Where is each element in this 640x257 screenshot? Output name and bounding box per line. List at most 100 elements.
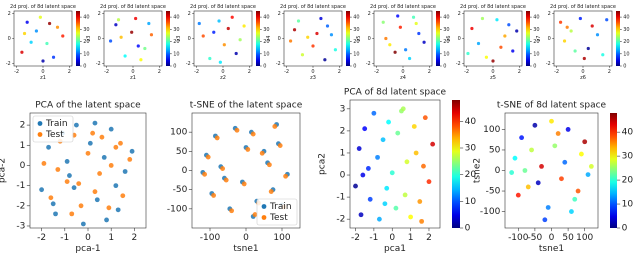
x-axis-label: tsne1 (233, 244, 258, 254)
colorbar-tick-label: 30 (83, 27, 89, 33)
y-tick-label: 0 (20, 161, 26, 171)
x-tick-label: 0 (401, 69, 404, 75)
point (466, 51, 470, 56)
point (414, 21, 418, 26)
point (139, 58, 143, 62)
point (241, 181, 247, 187)
point (396, 14, 400, 18)
point (238, 38, 242, 42)
y-tick-label: 0 (98, 36, 101, 42)
point (562, 39, 567, 43)
point (108, 163, 114, 168)
colorbar-tick-label: 40 (622, 128, 634, 138)
point (51, 55, 56, 59)
x-axis-label: z1 (130, 75, 136, 81)
y-tick-label: 2 (368, 11, 371, 17)
plot: t-SNE of 8d latent space-100 -50 0 50 100-10… (473, 100, 634, 253)
colorbar-tick-label: 0 (623, 64, 626, 70)
point (272, 124, 278, 129)
point (108, 126, 114, 132)
point (381, 20, 385, 24)
colorbar-tick-label: 10 (533, 51, 539, 57)
colorbar-tick-label: 20 (623, 39, 629, 45)
colorbar-tick-label: 30 (533, 27, 539, 33)
x-tick-label: -2 (374, 69, 379, 75)
point (296, 19, 301, 23)
point (393, 205, 399, 211)
point (80, 221, 86, 227)
point (90, 130, 96, 136)
point (417, 199, 423, 204)
point (503, 34, 507, 38)
colorbar-tick-label: 30 (623, 27, 629, 33)
point (69, 211, 75, 217)
x-tick-label: 2 (68, 69, 71, 75)
y-tick-label: -100 (480, 207, 501, 217)
colorbar (616, 11, 620, 66)
point (55, 25, 60, 29)
chart-title: 2d proj. of 8d latent space (190, 4, 256, 10)
point (134, 16, 138, 21)
colorbar-tick-label: 0 (263, 64, 266, 70)
point (552, 143, 558, 149)
legend-marker (261, 215, 267, 220)
y-tick-label: 1 (340, 148, 346, 158)
axes-frame (373, 10, 433, 67)
x-tick-label: 0 (221, 69, 224, 75)
point (388, 43, 392, 47)
plot: 2d proj. of 8d latent space -2 0 2 -2 0 2 z3 z4 0… (266, 4, 360, 81)
x-tick-label: 2 (158, 69, 161, 75)
point (569, 209, 574, 214)
y-tick-label: 50 (176, 147, 188, 157)
point (45, 41, 49, 46)
y-tick-label: 2 (20, 121, 26, 131)
colorbar (436, 11, 440, 66)
colorbar-tick-label: 40 (173, 15, 179, 21)
legend-marker (261, 204, 267, 209)
x-tick-label: -2 (104, 69, 109, 75)
point (116, 18, 121, 22)
colorbar-tick-label: 30 (465, 144, 477, 154)
colorbar-tick-label: 40 (465, 117, 477, 127)
x-tick-label: 2 (132, 233, 138, 243)
chart-title: t-SNE of the latent space (190, 100, 303, 110)
point (422, 115, 428, 121)
point (590, 24, 594, 28)
plot: PCA of the latent space -2 -1 0 1 2 -3 -2 -1 0 1 2 p… (0, 100, 147, 254)
point (22, 31, 27, 36)
y-tick-label: 50 (489, 145, 501, 155)
point (222, 43, 226, 47)
colorbar-tick-label: 0 (465, 224, 471, 234)
point (578, 16, 582, 21)
axes-frame (349, 99, 441, 229)
colorbar-tick-label: 10 (465, 197, 477, 207)
y-tick-label: -2 (96, 61, 101, 67)
point (119, 35, 123, 39)
y-tick-label: -2 (456, 61, 461, 67)
point (417, 31, 421, 36)
colorbar-tick-label: 10 (173, 51, 179, 57)
point (74, 122, 79, 128)
colorbar-tick-label: 30 (622, 152, 634, 162)
x-tick-label: -2 (464, 69, 469, 75)
point (515, 29, 519, 33)
point (509, 170, 515, 175)
point (595, 33, 600, 37)
legend-label: Train (45, 119, 68, 129)
point (212, 30, 216, 34)
point (408, 214, 414, 220)
point (480, 16, 485, 21)
point (118, 140, 123, 146)
y-tick-label: 2 (340, 126, 346, 136)
point (48, 195, 54, 201)
point (41, 161, 47, 166)
colorbar-tick-label: 20 (83, 39, 89, 45)
y-axis-label: pca-2 (0, 158, 8, 183)
colorbar (452, 100, 460, 228)
point (230, 15, 234, 19)
y-tick-label: -2 (186, 61, 191, 67)
point (85, 150, 91, 156)
x-tick-label: -1 (369, 233, 378, 243)
x-tick-label: 2 (518, 69, 521, 75)
x-axis-label: z2 (220, 75, 226, 81)
